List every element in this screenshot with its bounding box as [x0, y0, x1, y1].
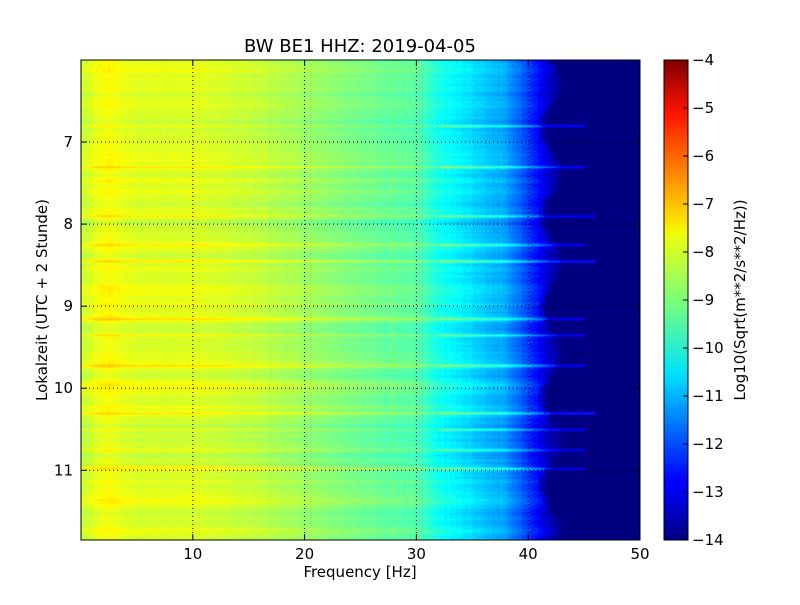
- y-tick-label: 7: [63, 133, 73, 151]
- colorbar-tick-label: −7: [692, 195, 714, 213]
- colorbar-tick-label: −10: [692, 339, 724, 357]
- colorbar-tick-label: −13: [692, 483, 724, 501]
- x-axis-ticks: 10 20 30 40 50: [183, 60, 650, 563]
- x-tick-label: 30: [407, 545, 426, 563]
- y-tick-label: 10: [54, 379, 73, 397]
- x-axis-label: Frequency [Hz]: [303, 563, 416, 581]
- x-tick-label: 20: [295, 545, 314, 563]
- plot-frame: [80, 59, 641, 541]
- colorbar-tick-label: −12: [692, 435, 724, 453]
- colorbar-label: Log10(Sqrt(m**2/s**2/Hz)): [731, 199, 749, 400]
- y-axis-label: Lokalzeit (UTC + 2 Stunde): [33, 199, 51, 401]
- y-axis-ticks: 7 8 9 10 11: [54, 133, 640, 479]
- colorbar-tick-label: −5: [692, 99, 714, 117]
- colorbar-tick-label: −14: [692, 531, 724, 549]
- chart-title: BW BE1 HHZ: 2019-04-05: [244, 36, 476, 57]
- colorbar-tick-label: −4: [692, 51, 714, 69]
- y-tick-label: 9: [63, 297, 73, 315]
- colorbar: [663, 59, 689, 541]
- y-tick-label: 11: [54, 461, 73, 479]
- colorbar-tick-label: −11: [692, 387, 724, 405]
- colorbar-tick-label: −9: [692, 291, 714, 309]
- colorbar-tick-label: −6: [692, 147, 714, 165]
- colorbar-ticks: −4 −5 −6 −7 −8 −9 −10 −11 −12 −13 −14: [683, 51, 724, 549]
- colorbar-tick-label: −8: [692, 243, 714, 261]
- spectrogram-heatmap: [81, 60, 640, 540]
- y-tick-label: 8: [63, 215, 73, 233]
- x-tick-label: 10: [183, 545, 202, 563]
- x-tick-label: 50: [630, 545, 649, 563]
- grid-lines: [81, 60, 640, 540]
- x-tick-label: 40: [519, 545, 538, 563]
